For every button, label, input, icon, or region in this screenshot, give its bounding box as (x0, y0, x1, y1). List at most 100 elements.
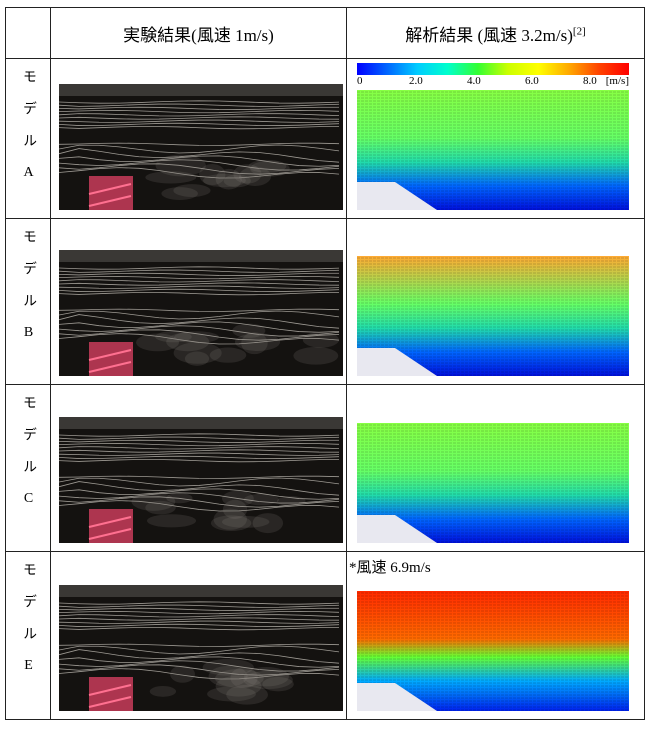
streamline (59, 159, 340, 171)
streamline (59, 617, 340, 621)
streamline (59, 167, 340, 179)
smoke (173, 184, 211, 197)
smoke (222, 490, 254, 507)
streamline (59, 668, 340, 680)
header-cell: 実験結果(風速 1m/s) (50, 7, 347, 59)
analysis-cell (346, 384, 645, 552)
streamline (59, 439, 340, 443)
smoke (213, 508, 247, 530)
smoke (173, 342, 222, 364)
header-analysis: 解析結果 (風速 3.2m/s) (405, 25, 573, 45)
row-label-cell: モデルB (5, 218, 51, 385)
colorbar-unit: [m/s] (605, 75, 629, 87)
streamline (59, 100, 340, 104)
streamline (59, 442, 340, 447)
streamline (59, 288, 340, 292)
smoke (222, 499, 248, 519)
streamline (59, 333, 340, 345)
header-ref: [2] (572, 24, 586, 37)
analysis-cell (346, 218, 645, 385)
streamline (59, 325, 340, 337)
streamline (59, 266, 340, 270)
smoke (232, 323, 266, 338)
smoke (155, 154, 206, 177)
streamline (59, 106, 340, 110)
row-note: *風速 6.9m/s (349, 560, 431, 576)
row-label: モデルE (21, 562, 36, 691)
photo-top (59, 84, 343, 96)
streamline (59, 275, 340, 280)
colorbar-tick: 2.0 (409, 75, 423, 87)
analysis-image (357, 591, 629, 711)
row-label: モデルB (21, 229, 36, 358)
streamline (59, 142, 340, 146)
streamline (59, 481, 340, 496)
streamline (59, 477, 340, 487)
streamline (59, 660, 340, 672)
smoke (208, 665, 248, 687)
header-row: 実験結果(風速 1m/s) 解析結果 (風速 3.2m/s)[2] (5, 7, 645, 59)
streamline (59, 436, 340, 440)
streamline (59, 279, 340, 283)
analysis-cell: *風速 6.9m/s (346, 551, 645, 720)
smoke (215, 668, 264, 688)
streamline (59, 488, 340, 500)
row-label-cell: モデルA (5, 58, 51, 219)
experiment-cell (50, 218, 347, 385)
smoke (210, 515, 252, 531)
streamline (59, 113, 340, 117)
smoke (170, 665, 195, 683)
streamline (59, 604, 340, 608)
colorbar-ticks: 0 2.0 4.0 6.0 8.0 [m/s] (357, 75, 629, 88)
experiment-photo (59, 417, 343, 543)
streamline (59, 126, 340, 130)
model-edge (88, 516, 132, 540)
model-edge (88, 349, 132, 373)
streamline (59, 310, 340, 320)
smoke (145, 171, 197, 184)
colorbar-tick: 0 (357, 75, 363, 87)
streamline (59, 459, 340, 463)
streamline (59, 103, 340, 107)
streamline (59, 308, 340, 312)
streamline (59, 610, 340, 615)
analysis-image (357, 90, 629, 210)
smoke (215, 675, 262, 697)
smoke (207, 686, 256, 702)
model-shape (357, 515, 437, 543)
header-experiment: 実験結果(風速 1m/s) (123, 25, 274, 45)
smoke (155, 331, 192, 343)
streamline (59, 656, 340, 668)
smoke (293, 346, 339, 365)
colorbar-tick: 4.0 (467, 75, 481, 87)
streamline (59, 649, 340, 664)
smoke (202, 658, 254, 676)
smoke (146, 514, 197, 528)
row-label: モデルA (21, 69, 36, 198)
smoke (243, 670, 293, 690)
model-row: モデルC (5, 384, 645, 552)
streamline (59, 620, 340, 624)
streamline (59, 614, 340, 618)
smoke (262, 677, 294, 692)
streamline (59, 664, 340, 676)
streamline (59, 148, 340, 163)
streamline (59, 475, 340, 479)
smoke (248, 159, 287, 173)
smoke (149, 686, 177, 697)
model-row: モデルA 0 2.0 4.0 6.0 8.0 [m/s] (5, 58, 645, 219)
model-shape (357, 182, 437, 210)
model-shape (357, 683, 437, 711)
streamline (59, 645, 340, 655)
results-table: 実験結果(風速 1m/s) 解析結果 (風速 3.2m/s)[2] モデルA 0 2… (5, 7, 645, 720)
streamline (59, 627, 340, 631)
streamline (59, 446, 340, 450)
photo-top (59, 417, 343, 429)
colorbar: 0 2.0 4.0 6.0 8.0 [m/s] (357, 63, 629, 88)
smoke (166, 332, 210, 352)
model-row: モデルE *風速 6.9m/s (5, 551, 645, 720)
row-label-cell: モデルE (5, 551, 51, 720)
colorbar-bar (357, 63, 629, 75)
streamline (59, 329, 340, 341)
streamline (59, 272, 340, 276)
